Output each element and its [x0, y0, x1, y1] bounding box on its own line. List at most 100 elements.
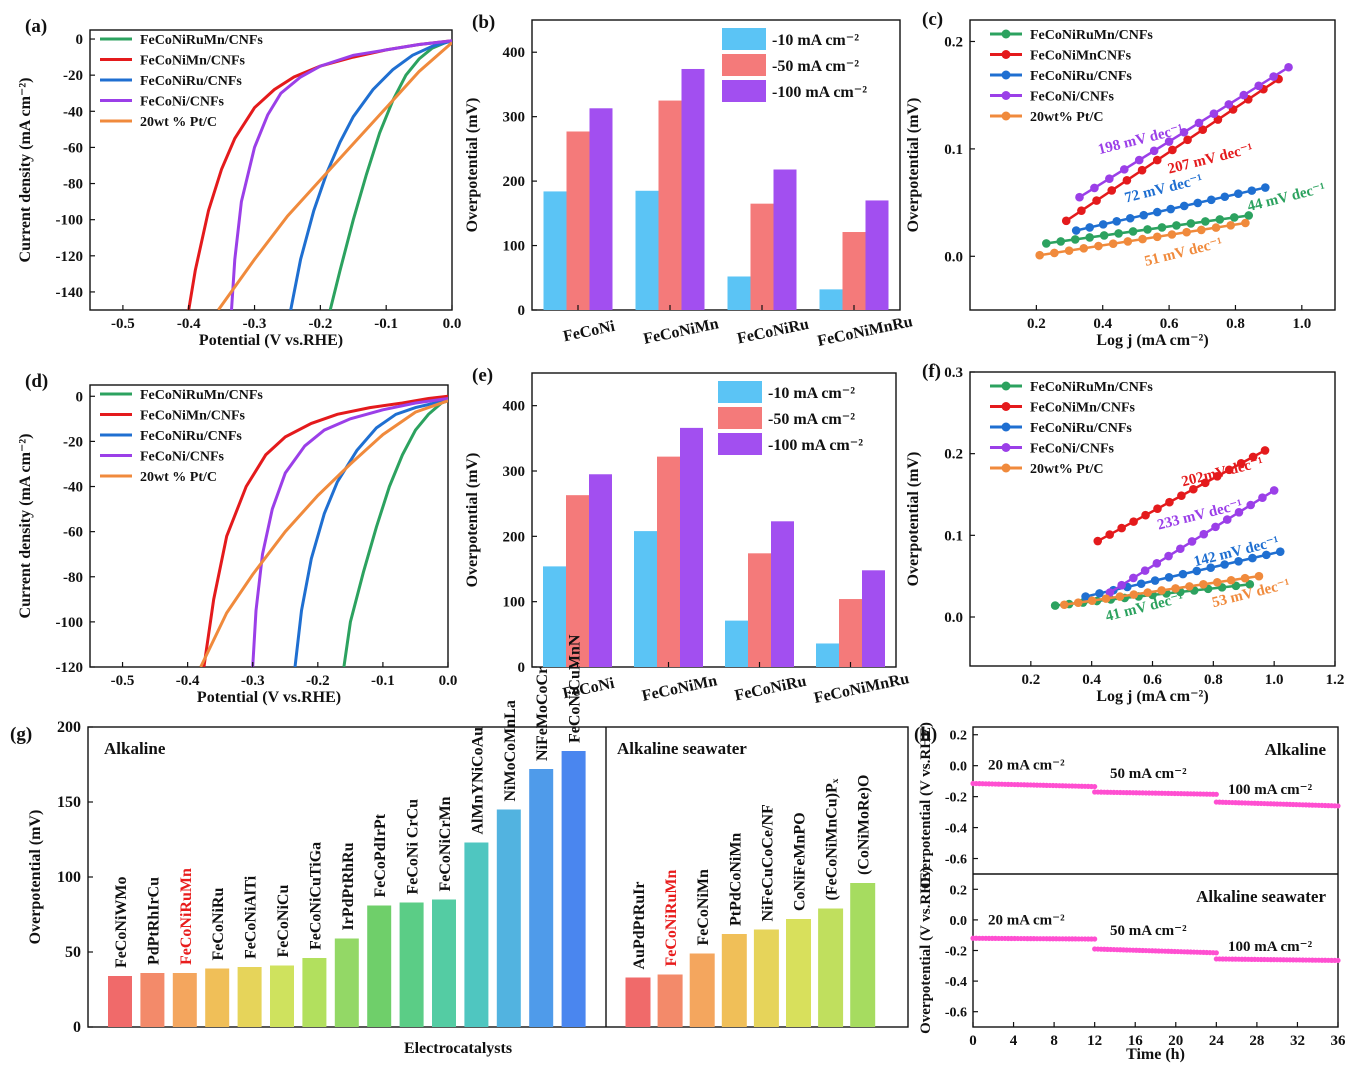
y-tick-label: -100 [56, 213, 84, 229]
bar [367, 905, 392, 1027]
data-point [1129, 517, 1138, 526]
bar [172, 973, 197, 1027]
y-tick-label: 0 [73, 1019, 81, 1036]
x-tick-label: -0.3 [241, 673, 265, 689]
data-point [1226, 221, 1236, 230]
current-label: 20 mA cm⁻² [988, 912, 1065, 928]
y-axis-label: Overpotential (V vs.RHE) [918, 867, 934, 1034]
legend-swatch [722, 28, 766, 50]
data-point [1099, 231, 1109, 240]
y-tick-label: 0.2 [944, 34, 963, 50]
data-point [1215, 215, 1225, 224]
data-point [1209, 109, 1219, 118]
data-point [1247, 186, 1257, 195]
data-point [1179, 201, 1189, 211]
bar [657, 974, 683, 1027]
bar [334, 938, 359, 1027]
legend-entry: FeCoNiMn/CNFs [1030, 401, 1136, 416]
slope-annotation: 202mV dec⁻¹ [1180, 455, 1265, 491]
y-tick-label: 300 [503, 464, 526, 480]
bar [237, 967, 262, 1027]
bar [819, 289, 843, 310]
y-tick-label: 0.3 [944, 365, 963, 381]
x-tick-label: -0.5 [111, 316, 135, 332]
current-label: 100 mA cm⁻² [1228, 939, 1313, 955]
data-point [1246, 500, 1256, 510]
x-tick-label: 0.4 [1082, 672, 1101, 688]
panel-label: (e) [472, 365, 493, 386]
catalyst-label: FeCoNiRu [210, 888, 227, 961]
plot-frame [89, 384, 449, 668]
data-point [1164, 573, 1174, 582]
catalyst-label: FeCoNiRuMn [178, 868, 195, 965]
x-axis-label: Log j (mA cm⁻²) [1096, 688, 1208, 705]
legend-marker [1001, 463, 1011, 473]
data-point [1197, 225, 1206, 235]
y-tick-label: -0.4 [945, 975, 967, 990]
legend-entry: FeCoNiMn/CNFs [140, 54, 246, 69]
data-point [1061, 216, 1071, 226]
bar [108, 976, 132, 1027]
plot-frame [531, 372, 897, 668]
data-point [1153, 504, 1162, 513]
y-tick-label: -80 [63, 570, 83, 586]
data-point [1050, 601, 1060, 610]
x-tick-label: 0.2 [1021, 672, 1040, 688]
bar [496, 809, 521, 1027]
legend-swatch [722, 54, 766, 76]
y-tick-label: -0.4 [945, 822, 967, 837]
legend-entry: FeCoNiMnCNFs [1030, 49, 1132, 64]
legend-entry: -10 mA cm⁻² [768, 385, 855, 402]
y-tick-label: 100 [503, 595, 526, 611]
series-line [202, 394, 448, 667]
y-tick-label: 400 [503, 399, 526, 415]
data-point [1152, 155, 1162, 165]
data-point [1261, 183, 1270, 192]
data-point [1236, 459, 1246, 468]
legend-entry: FeCoNiRu/CNFs [1030, 421, 1132, 436]
y-tick-label: -80 [63, 177, 83, 193]
data-point [1248, 452, 1258, 462]
data-point [1092, 783, 1098, 790]
x-tick-label: 1.0 [1292, 316, 1311, 332]
x-tick-label: 0.0 [443, 316, 462, 332]
data-point [1079, 244, 1089, 253]
x-tick-label: 0.0 [439, 673, 458, 689]
data-point [1229, 213, 1239, 222]
y-tick-label: -20 [63, 68, 83, 84]
catalyst-label: CoNiFeMnPO [792, 812, 809, 911]
bar [839, 599, 862, 667]
data-point [1157, 223, 1167, 232]
data-point [1179, 127, 1189, 137]
data-point [1081, 592, 1090, 601]
legend-marker [1001, 29, 1011, 39]
data-point [1140, 566, 1150, 575]
data-point [1254, 81, 1263, 91]
x-tick-label: 0.6 [1143, 672, 1162, 688]
data-point [1213, 791, 1219, 797]
x-tick-label: -0.2 [308, 316, 332, 332]
data-point [1095, 589, 1104, 598]
series-line [328, 39, 452, 310]
y-tick-label: -100 [56, 615, 84, 631]
legend-entry: -100 mA cm⁻² [772, 84, 867, 101]
x-tick-label: -0.1 [374, 316, 398, 332]
legend-entry: FeCoNiRuMn/CNFs [140, 33, 263, 48]
data-point [1206, 563, 1216, 573]
category-label: FeCoNiMn [640, 672, 718, 705]
bar [589, 474, 612, 667]
legend-marker [1001, 91, 1011, 100]
data-point [1183, 135, 1192, 145]
current-label: 100 mA cm⁻² [1228, 782, 1313, 798]
data-point [1143, 588, 1153, 597]
data-point [1125, 213, 1135, 223]
bar [748, 553, 771, 667]
y-axis-label: Overpotential (mV) [905, 452, 922, 587]
data-point [1136, 579, 1146, 589]
data-point [1115, 592, 1125, 601]
bar [681, 68, 705, 310]
data-point [1248, 553, 1257, 563]
x-tick-label: -0.4 [176, 673, 200, 689]
data-point [1185, 582, 1194, 591]
